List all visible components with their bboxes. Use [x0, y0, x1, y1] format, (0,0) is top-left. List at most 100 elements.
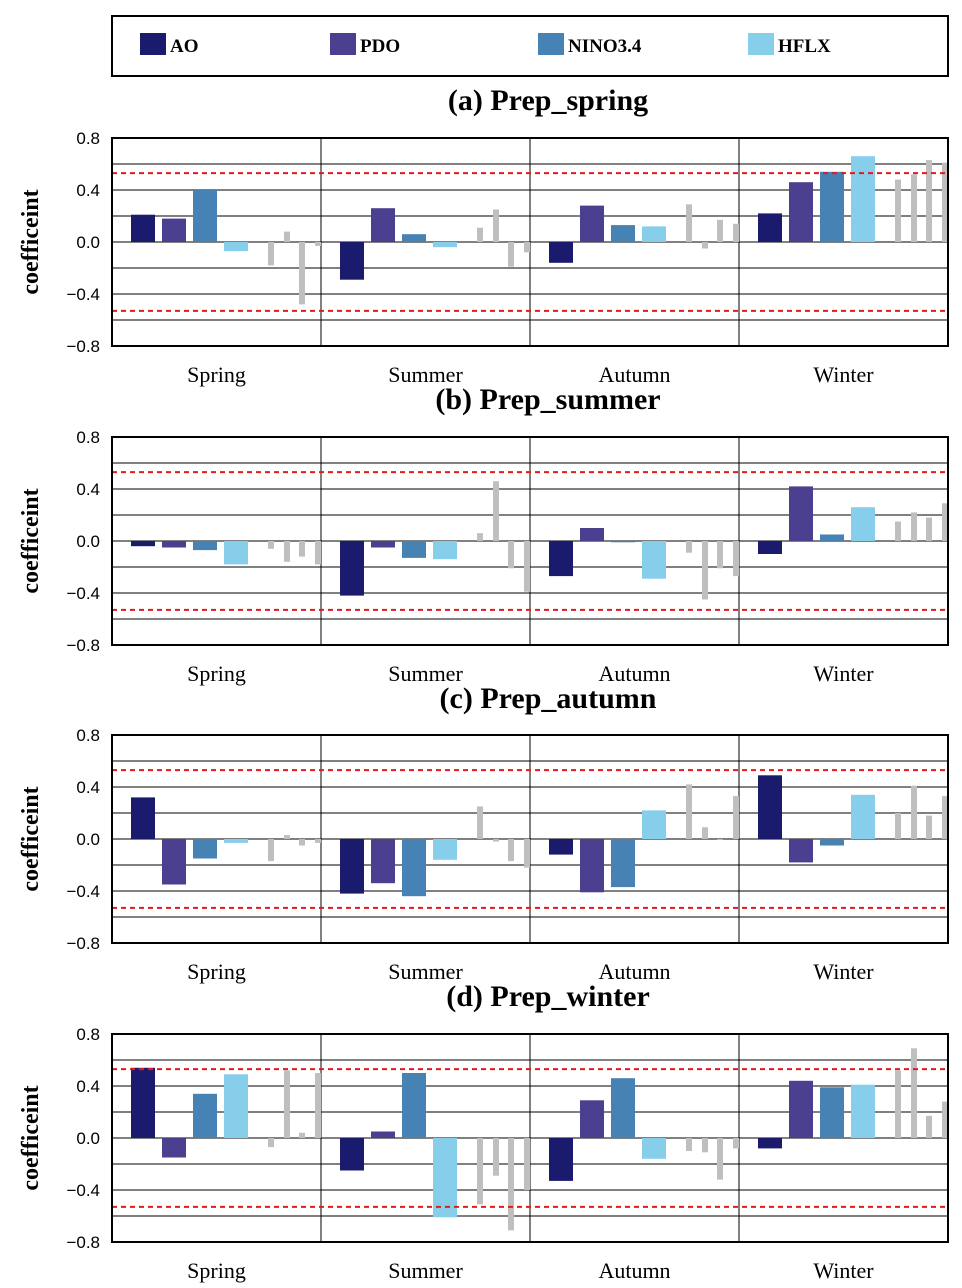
bar-minor [926, 815, 932, 839]
y-tick-label: −0.4 [66, 882, 100, 901]
legend-swatch [330, 33, 356, 55]
bar-minor [717, 219, 723, 242]
bar-pdo [162, 839, 186, 885]
legend: AO PDO NINO3.4 HFLX [111, 15, 949, 77]
legend-swatch [140, 33, 166, 55]
y-axis-label: coefficeint [18, 786, 44, 891]
bar-minor [315, 839, 321, 843]
y-tick-label: −0.4 [66, 584, 100, 603]
y-tick-label: 0.8 [76, 428, 100, 447]
category-label: Winter [813, 362, 874, 387]
plot-frame [111, 137, 949, 347]
bar-ao [758, 213, 782, 242]
bar-minor [508, 242, 514, 267]
y-tick-label: 0.4 [76, 181, 100, 200]
legend-label: AO [170, 36, 199, 57]
bar-nino34 [193, 839, 217, 859]
bar-minor [942, 162, 948, 242]
bar-minor [686, 204, 692, 242]
y-tick-label: 0.0 [76, 830, 100, 849]
y-tick-label: −0.8 [66, 934, 100, 953]
category-label: Spring [187, 959, 246, 984]
bar-minor [686, 1138, 692, 1151]
bar-minor [493, 481, 499, 541]
bar-hflx [642, 541, 666, 579]
y-axis-label: coefficeint [18, 189, 44, 294]
bar-hflx [433, 541, 457, 560]
panel: (d) Prep_winter Spring Summer Autumn Winter 0… [18, 980, 949, 1283]
bar-minor [524, 541, 530, 592]
bar-minor [524, 1138, 530, 1190]
y-tick-label: 0.0 [76, 532, 100, 551]
panel: (b) Prep_summer Spring Summer Autumn Winter 0… [18, 383, 949, 686]
y-tick-label: 0.8 [76, 1025, 100, 1044]
bar-minor [702, 1138, 708, 1153]
bar-pdo [789, 1080, 813, 1138]
bar-nino34 [820, 839, 844, 846]
bar-ao [340, 1138, 364, 1171]
bar-minor [895, 179, 901, 242]
bar-ao [131, 541, 155, 547]
bar-minor [524, 839, 530, 868]
bar-minor [268, 242, 274, 266]
bar-minor [299, 1132, 305, 1138]
bar-hflx [851, 156, 875, 242]
panel-title: (b) Prep_summer [435, 383, 660, 416]
bar-minor [733, 1138, 739, 1149]
bar-pdo [371, 839, 395, 884]
bar-ao [340, 839, 364, 894]
category-label: Autumn [598, 362, 670, 387]
bar-minor [284, 231, 290, 242]
bar-minor [733, 223, 739, 242]
y-tick-label: −0.4 [66, 1181, 100, 1200]
bar-minor [284, 1070, 290, 1138]
bar-minor [911, 174, 917, 242]
bar-hflx [224, 242, 248, 252]
bar-hflx [851, 507, 875, 541]
panel: (a) Prep_spring Spring Summer Autumn Winter 0… [18, 84, 949, 387]
bar-hflx [224, 1074, 248, 1138]
bar-minor [508, 1138, 514, 1231]
bar-minor [493, 209, 499, 242]
bar-minor [508, 839, 514, 862]
bar-minor [702, 242, 708, 249]
bar-minor [717, 1138, 723, 1180]
bar-hflx [224, 541, 248, 565]
bar-minor [477, 1138, 483, 1205]
bar-minor [268, 839, 274, 862]
bar-pdo [371, 1131, 395, 1138]
bar-pdo [789, 486, 813, 541]
category-label: Spring [187, 362, 246, 387]
bar-hflx [851, 1084, 875, 1138]
y-tick-label: −0.8 [66, 636, 100, 655]
bar-minor [702, 827, 708, 839]
bar-ao [340, 242, 364, 280]
bar-ao [340, 541, 364, 596]
bar-minor [926, 160, 932, 242]
bar-ao [131, 1067, 155, 1138]
bar-pdo [580, 528, 604, 541]
y-axis-label: coefficeint [18, 488, 44, 593]
bar-minor [268, 541, 274, 549]
panel-title: (d) Prep_winter [446, 980, 650, 1013]
y-tick-label: 0.4 [76, 1077, 100, 1096]
bar-nino34 [402, 541, 426, 558]
y-tick-label: −0.8 [66, 337, 100, 356]
bar-ao [758, 541, 782, 554]
bar-ao [549, 839, 573, 855]
bar-ao [758, 775, 782, 839]
legend-label: NINO3.4 [568, 36, 642, 57]
bar-minor [493, 839, 499, 842]
bar-minor [733, 541, 739, 577]
legend-box [111, 15, 949, 77]
bar-hflx [433, 1138, 457, 1218]
bar-minor [911, 785, 917, 839]
bar-minor [477, 533, 483, 541]
y-tick-label: 0.0 [76, 233, 100, 252]
bar-minor [268, 1138, 274, 1148]
y-tick-label: 0.8 [76, 726, 100, 745]
panel-title: (c) Prep_autumn [440, 682, 657, 715]
bar-minor [524, 242, 530, 253]
bar-hflx [642, 810, 666, 839]
bar-ao [549, 541, 573, 577]
